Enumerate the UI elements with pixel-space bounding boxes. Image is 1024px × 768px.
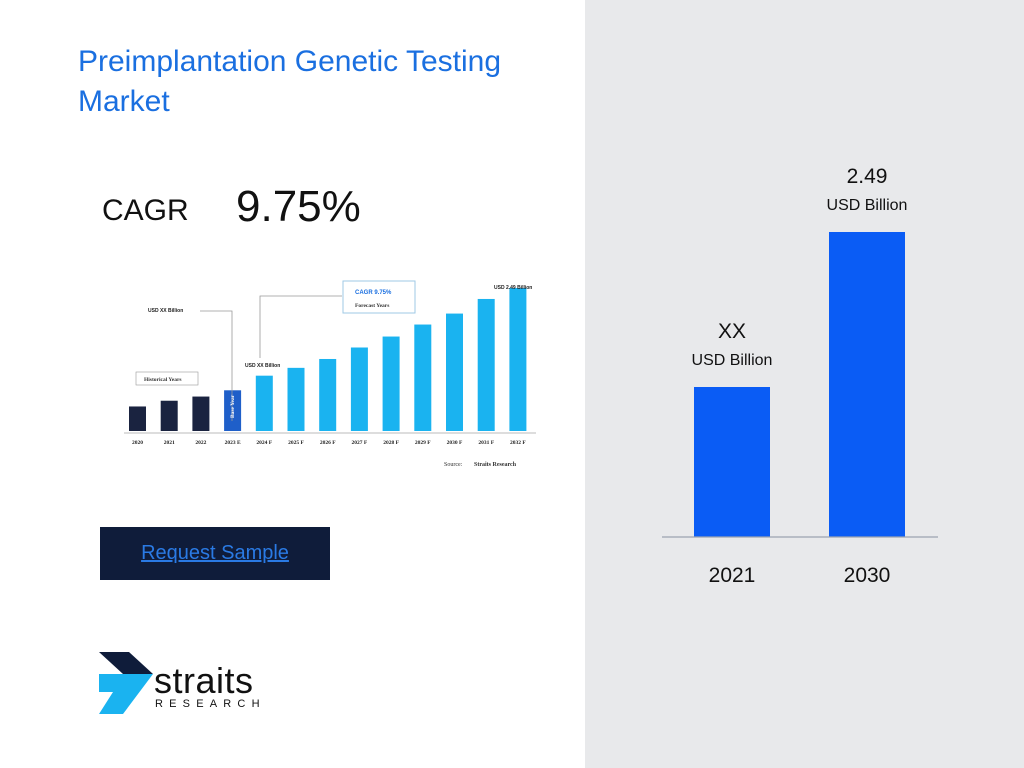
mini-bar-2028-F: [382, 336, 400, 431]
base-year-annotation: Base Year: [230, 394, 236, 418]
mini-tick-2023-E: 2023 E: [225, 440, 241, 446]
mini-bar-2026-F: [319, 358, 337, 431]
mini-tick-2025-F: 2025 F: [288, 440, 304, 446]
mini-tick-2031-F: 2031 F: [478, 440, 494, 446]
left-connector: [200, 310, 233, 421]
mini-bar-2025-F: [287, 367, 305, 431]
value-label-2021: XX: [718, 320, 746, 343]
mini-tick-2020: 2020: [132, 440, 143, 446]
historical-annotation: Historical Years: [144, 377, 182, 383]
logo-word: straits: [154, 660, 254, 701]
bar-2021: [694, 387, 770, 537]
mini-bar-2023-E: [224, 390, 242, 431]
mini-bar-2022: [192, 396, 210, 431]
x-tick-2021: 2021: [709, 564, 756, 587]
summary-bar-chart: XX USD Billion 2021 2.49 USD Billion 2030: [662, 165, 938, 587]
mini-tick-2028-F: 2028 F: [383, 440, 399, 446]
straits-research-logo: straits RESEARCH: [99, 652, 299, 716]
cagr-connector: [259, 295, 342, 358]
mini-tick-2026-F: 2026 F: [320, 440, 336, 446]
bar-2030: [829, 232, 905, 537]
cagr-box: [342, 280, 416, 314]
unit-label-2030: USD Billion: [827, 197, 908, 214]
page-title: Preimplantation Genetic Testing Market: [78, 45, 502, 118]
end-value-annotation: USD 2.49 Billion: [494, 285, 532, 291]
cagr-annotation: CAGR 9.75%: [355, 290, 392, 296]
mini-bar-2027-F: [350, 347, 368, 431]
left-value-annotation: USD XX Billion: [148, 308, 183, 314]
mini-bar-2031-F: [477, 298, 495, 431]
logo-chevron-icon: [99, 652, 153, 714]
logo-subtitle: RESEARCH: [155, 698, 266, 710]
mini-tick-2030-F: 2030 F: [447, 440, 463, 446]
value-label-2030: 2.49: [847, 165, 888, 188]
base-value-annotation: USD XX Billion: [245, 363, 280, 369]
mini-bar-2024-F: [255, 375, 273, 431]
mini-bar-2032-F: [509, 288, 527, 431]
mini-tick-2021: 2021: [164, 440, 175, 446]
cagr-value: 9.75%: [236, 182, 361, 231]
mini-tick-2022: 2022: [195, 440, 206, 446]
cagr-label: CAGR: [102, 194, 189, 227]
x-tick-2030: 2030: [844, 564, 891, 587]
mini-bar-2029-F: [414, 324, 432, 431]
unit-label-2021: USD Billion: [692, 352, 773, 369]
forecast-annotation: Forecast Years: [355, 303, 389, 309]
mini-tick-2029-F: 2029 F: [415, 440, 431, 446]
mini-bar-2030-F: [446, 313, 463, 431]
mini-bar-2020: [129, 406, 146, 431]
mini-tick-2024-F: 2024 F: [256, 440, 272, 446]
right-panel: [585, 0, 1024, 768]
mini-tick-2027-F: 2027 F: [352, 440, 368, 446]
request-sample-button[interactable]: Request Sample: [100, 527, 330, 580]
mini-bar-2021: [160, 400, 178, 431]
historical-box: [135, 371, 199, 386]
market-forecast-chart: 2020 2021 2022 2023 E 2024 F 2025 F 2026 F 2027…: [124, 280, 536, 468]
source-label: Source:: [444, 462, 463, 468]
source-name: Straits Research: [474, 462, 517, 468]
mini-tick-2032-F: 2032 F: [510, 440, 526, 446]
